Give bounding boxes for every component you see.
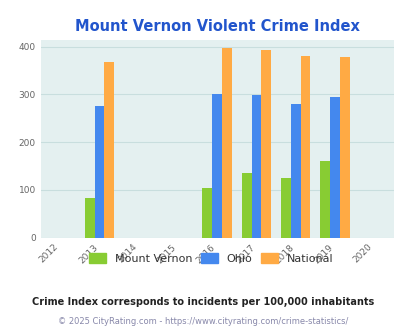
Title: Mount Vernon Violent Crime Index: Mount Vernon Violent Crime Index xyxy=(75,19,359,34)
Bar xyxy=(251,95,261,238)
Bar xyxy=(320,161,329,238)
Bar xyxy=(104,62,114,238)
Bar xyxy=(339,57,349,238)
Bar xyxy=(94,106,104,238)
Bar xyxy=(300,56,310,238)
Bar xyxy=(261,50,271,238)
Bar xyxy=(212,94,222,238)
Bar xyxy=(222,48,231,238)
Bar xyxy=(241,173,251,238)
Legend: Mount Vernon, Ohio, National: Mount Vernon, Ohio, National xyxy=(85,250,336,267)
Bar xyxy=(202,187,212,238)
Bar xyxy=(85,198,94,238)
Bar xyxy=(280,179,290,238)
Text: © 2025 CityRating.com - https://www.cityrating.com/crime-statistics/: © 2025 CityRating.com - https://www.city… xyxy=(58,317,347,326)
Text: Crime Index corresponds to incidents per 100,000 inhabitants: Crime Index corresponds to incidents per… xyxy=(32,297,373,307)
Bar xyxy=(290,104,300,238)
Bar xyxy=(329,97,339,238)
